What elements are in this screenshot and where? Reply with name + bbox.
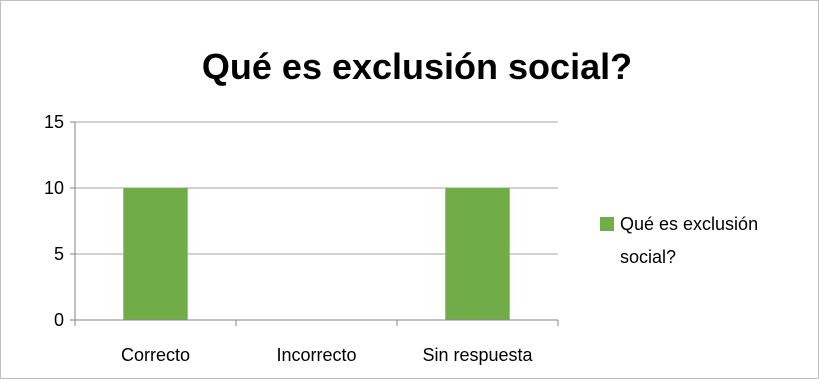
chart-title: Qué es exclusión social? <box>202 46 632 87</box>
x-tick-label: Sin respuesta <box>422 345 533 365</box>
y-tick-label: 0 <box>54 310 64 330</box>
y-tick-label: 10 <box>44 178 64 198</box>
x-tick-labels: Correcto Incorrecto Sin respuesta <box>121 345 534 365</box>
bars <box>123 188 510 320</box>
legend-swatch <box>600 217 614 231</box>
y-tick-label: 15 <box>44 112 64 132</box>
y-tick-labels: 0 5 10 15 <box>44 112 64 330</box>
bar-sin-respuesta <box>445 188 510 320</box>
legend-label-line-1: Qué es exclusión <box>620 214 758 234</box>
x-tick-label: Correcto <box>121 345 190 365</box>
x-tick-label: Incorrecto <box>276 345 356 365</box>
legend: Qué es exclusión social? <box>600 214 758 267</box>
legend-label-line-2: social? <box>620 247 676 267</box>
axes <box>74 122 559 326</box>
bar-correcto <box>123 188 188 320</box>
y-tick-label: 5 <box>54 244 64 264</box>
